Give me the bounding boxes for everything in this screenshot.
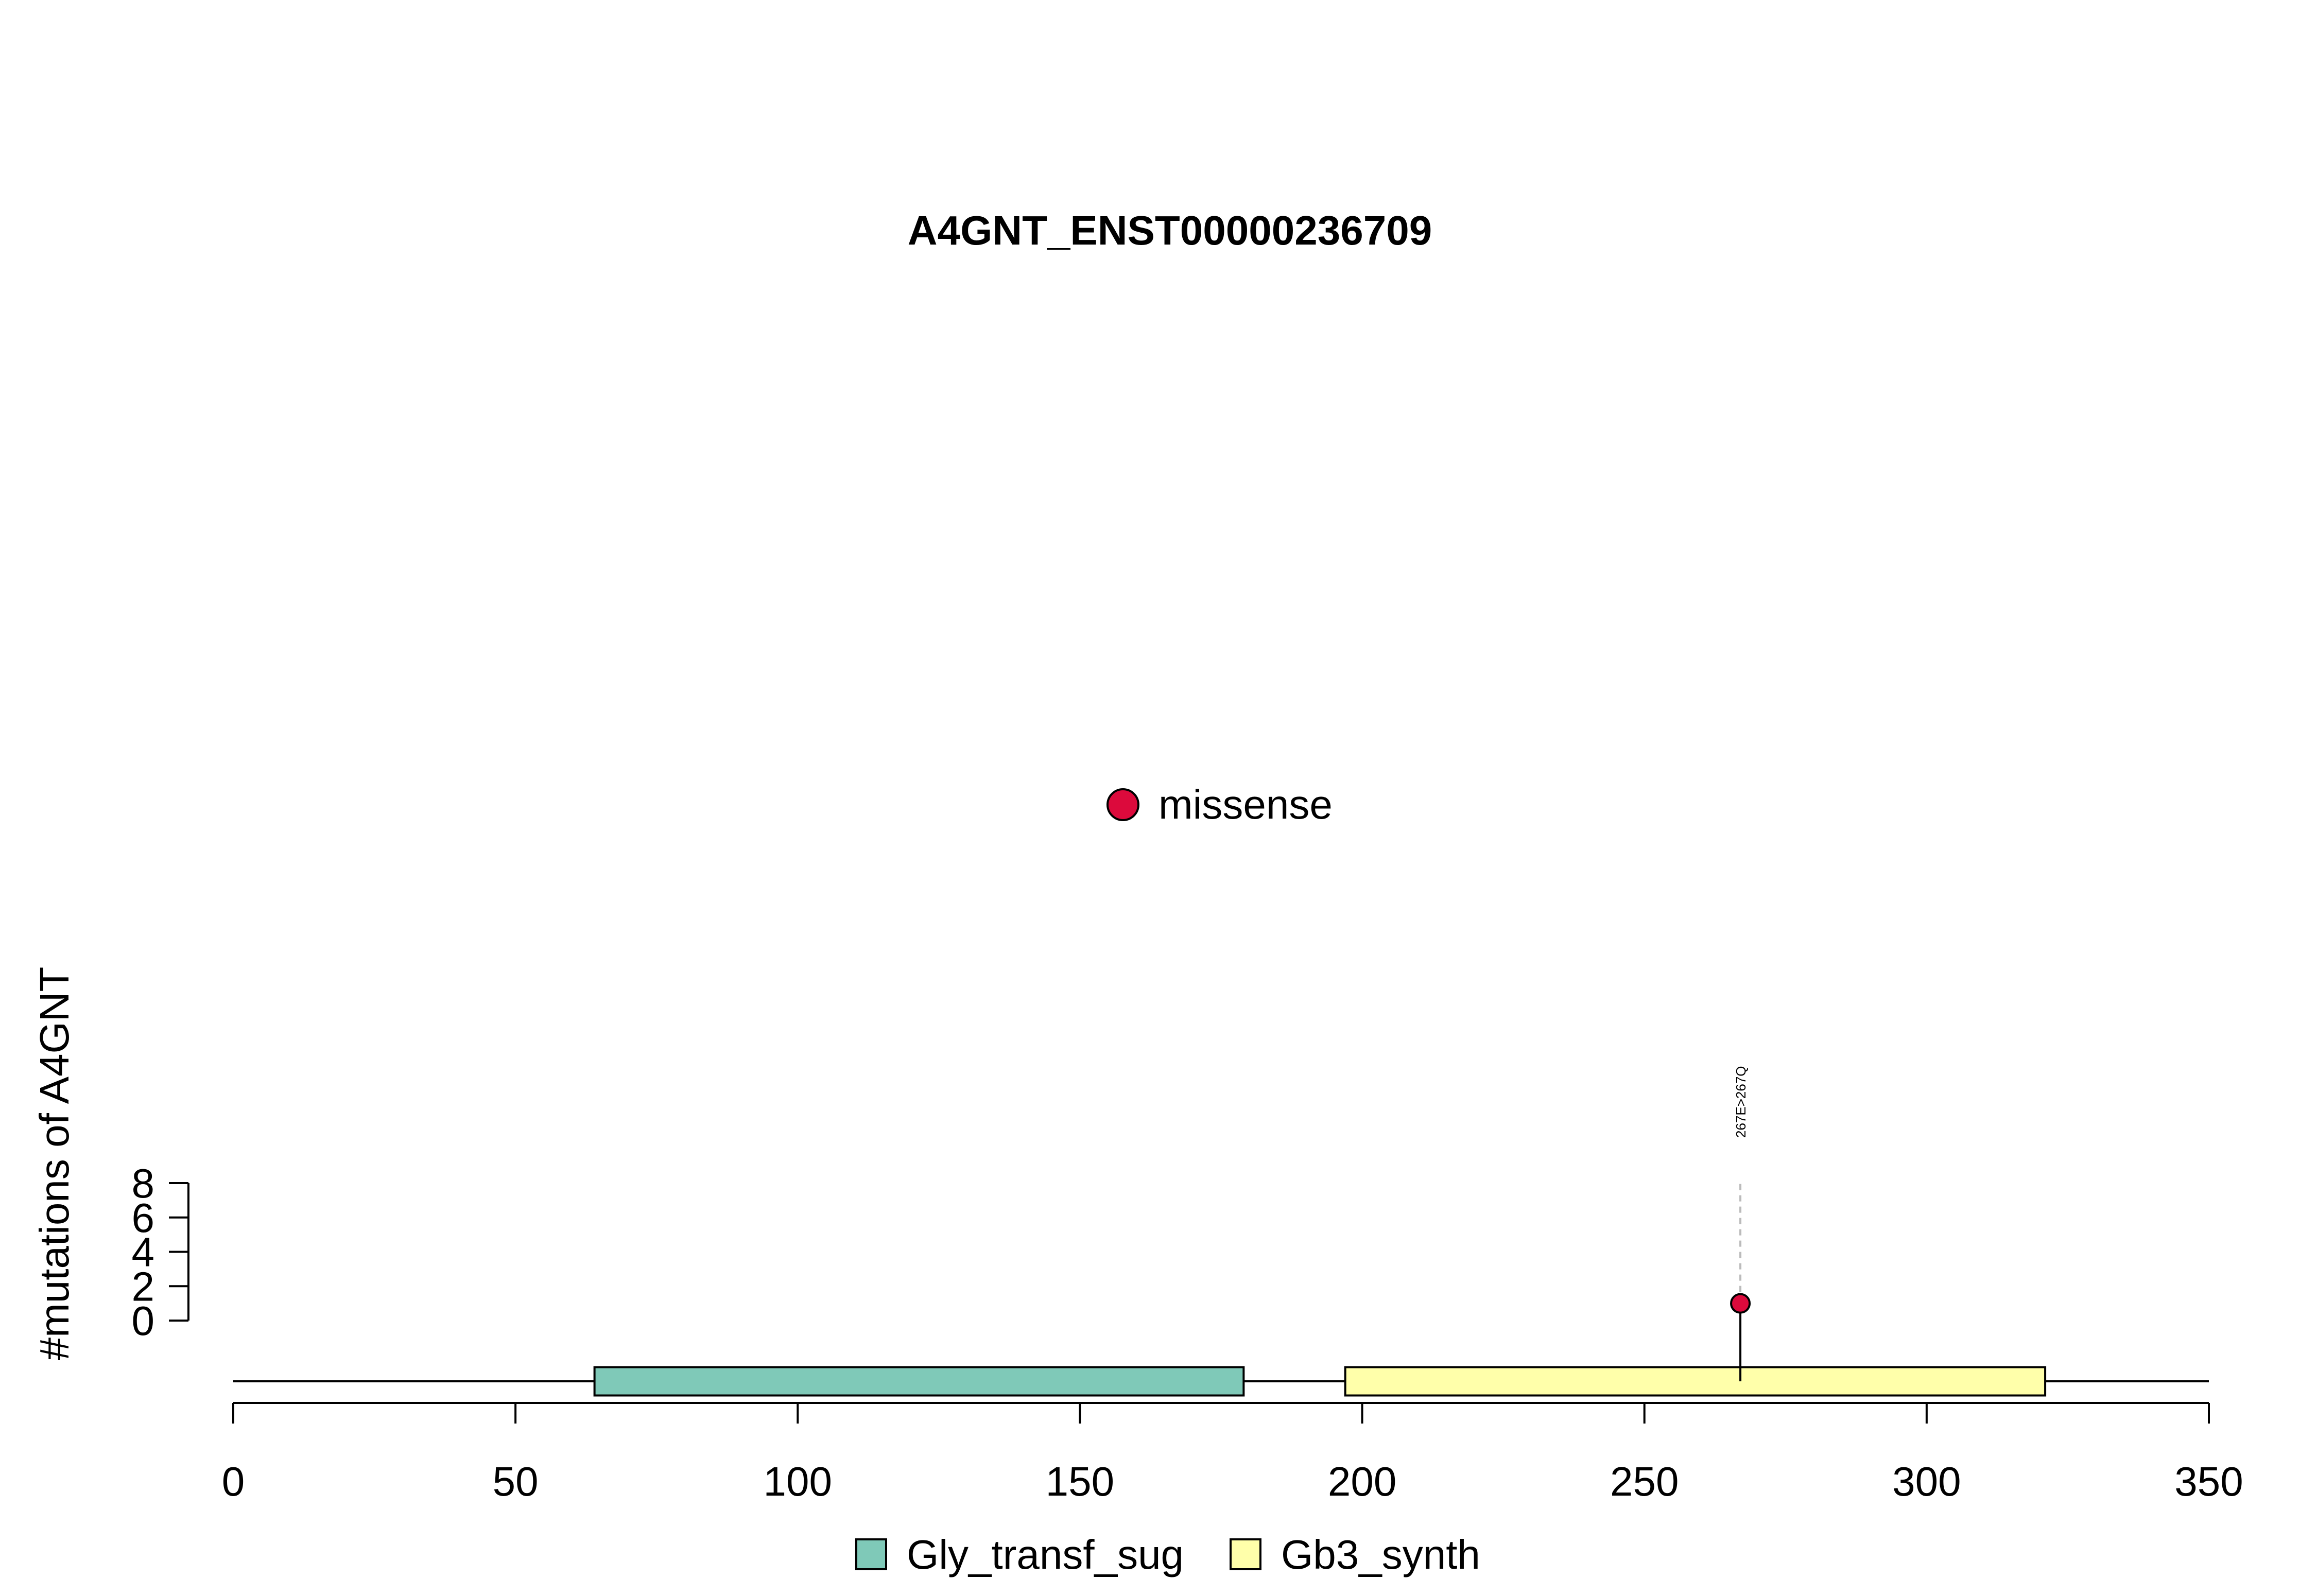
y-tick-label-0: 0 [132,1298,155,1344]
legend-missense-marker [1106,788,1139,821]
mutation-lollipops: 267E>267Q [1730,1066,1751,1381]
protein-backbone [233,1366,2209,1397]
x-tick-label-100: 100 [764,1459,832,1504]
mutation-point-0 [1730,1293,1751,1314]
y-axis-label: #mutations of A4GNT [31,967,77,1361]
legend-missense-label: missense [1158,782,1333,827]
x-tick-label-0: 0 [222,1459,245,1504]
x-axis: 0 50 100 150 200 250 300 350 [222,1402,2243,1504]
mutation-type-legend: missense [1106,782,1333,827]
legend-Gly_transf_sug-swatch [855,1538,887,1570]
domain-Gb3_synth [1344,1366,2047,1397]
domain-legend: Gly_transf_sug Gb3_synth [855,1532,1480,1577]
domain-Gly_transf_sug [593,1366,1245,1397]
legend-Gly_transf_sug-label: Gly_transf_sug [907,1532,1184,1577]
mutation-label-0: 267E>267Q [1733,1066,1749,1138]
legend-Gb3_synth-swatch [1230,1538,1261,1570]
x-tick-label-50: 50 [493,1459,539,1504]
y-tick-label-6: 6 [132,1195,155,1241]
x-tick-label-300: 300 [1892,1459,1961,1504]
y-tick-label-2: 2 [132,1263,155,1309]
legend-Gb3_synth-label: Gb3_synth [1281,1532,1480,1577]
x-tick-label-200: 200 [1328,1459,1396,1504]
chart-title: A4GNT_ENST00000236709 [908,207,1432,253]
y-tick-label-4: 4 [132,1229,155,1275]
y-tick-label-8: 8 [132,1160,155,1206]
x-tick-label-150: 150 [1046,1459,1114,1504]
x-tick-label-250: 250 [1610,1459,1679,1504]
x-tick-label-350: 350 [2174,1459,2243,1504]
